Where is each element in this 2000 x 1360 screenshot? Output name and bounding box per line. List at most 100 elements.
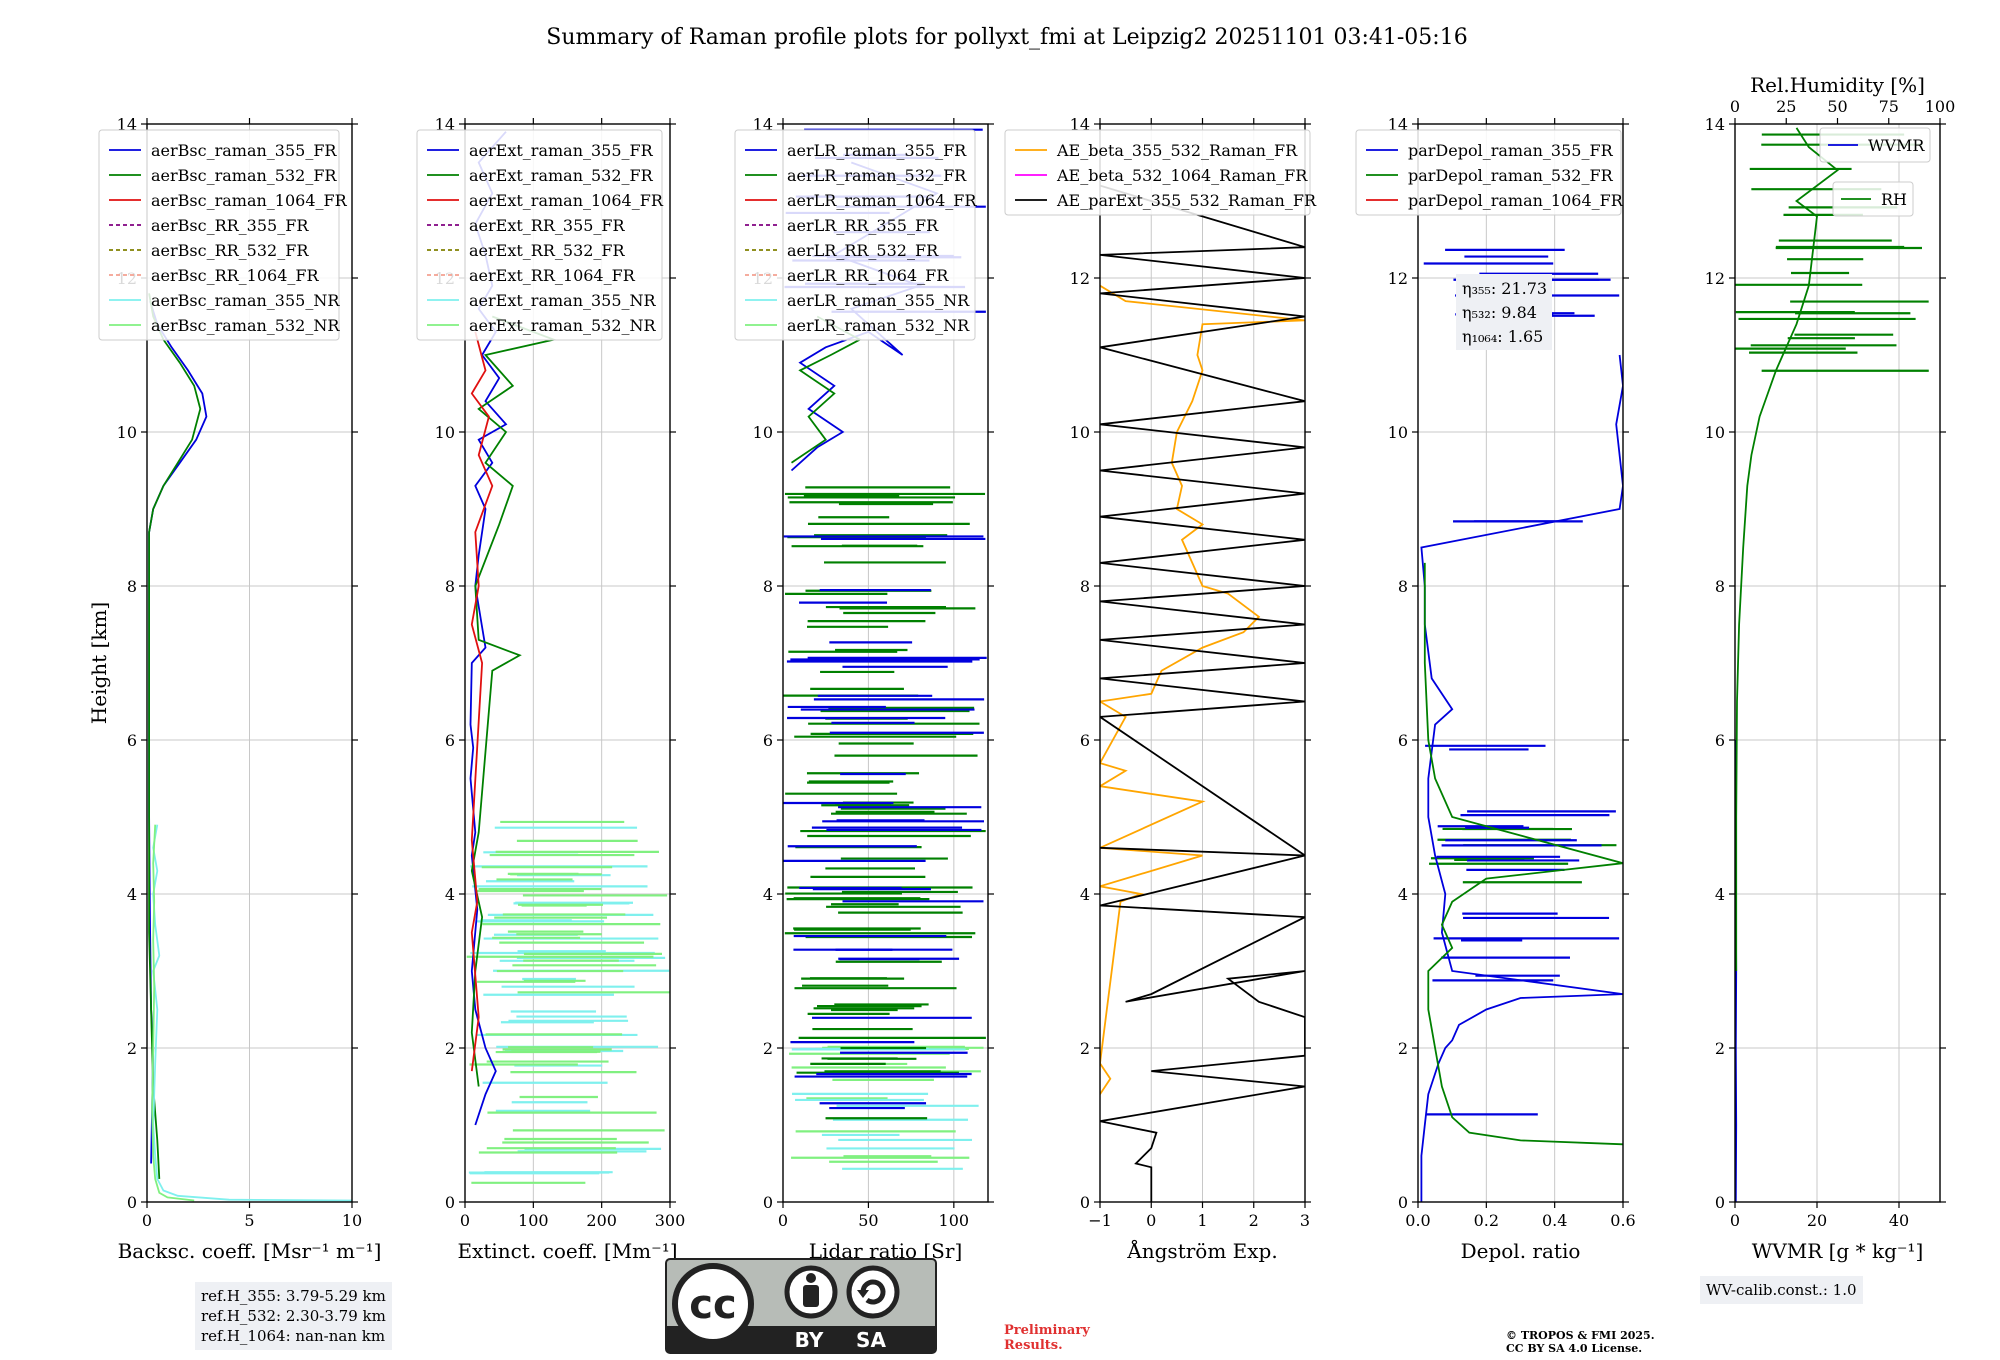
- tick-label-y: 6: [1715, 731, 1725, 750]
- legend-box: [734, 129, 976, 341]
- tick-label-x: 100: [939, 1211, 970, 1230]
- tick-label-y: 0: [1715, 1193, 1725, 1212]
- tick-label-x: 0.2: [1474, 1211, 1499, 1230]
- plot-area-wv: [1735, 127, 1929, 1202]
- tick-label-x: 100: [518, 1211, 549, 1230]
- plot-area-ae: [1100, 184, 1305, 1202]
- tick-label-x: 3: [1300, 1211, 1310, 1230]
- figure-title: Summary of Raman profile plots for polly…: [546, 25, 1467, 50]
- tick-label-x: 2: [1249, 1211, 1259, 1230]
- copyright-line-1: © TROPOS & FMI 2025.: [1506, 1329, 1655, 1342]
- legend-entry: aerExt_raman_355_FR: [469, 141, 654, 160]
- legend-entry: aerBsc_RR_1064_FR: [151, 266, 320, 285]
- tick-label-y: 14: [1705, 115, 1725, 134]
- legend-entry: aerBsc_raman_355_NR: [151, 291, 340, 310]
- tick-label-y: 6: [1398, 731, 1408, 750]
- eta-annotation-line: η₃₅₅: 21.73: [1462, 279, 1547, 298]
- tick-label-x: 0.0: [1405, 1211, 1430, 1230]
- ref-height-355: ref.H_355: 3.79-5.29 km: [201, 1287, 386, 1305]
- axis-label-y: Height [km]: [87, 602, 111, 724]
- legend-entry: aerBsc_raman_532_FR: [151, 166, 337, 185]
- tick-label-y: 4: [1080, 885, 1090, 904]
- tick-label-y: 0: [763, 1193, 773, 1212]
- panel-bsc: 051002468101214Backsc. coeff. [Msr⁻¹ m⁻¹…: [87, 115, 381, 1263]
- tick-label-y: 0: [445, 1193, 455, 1212]
- tick-label-y: 6: [763, 731, 773, 750]
- axis-label-x: Depol. ratio: [1461, 1239, 1581, 1263]
- legend-entry: AE_beta_532_1064_Raman_FR: [1056, 166, 1308, 185]
- tick-label-x: 5: [244, 1211, 254, 1230]
- tick-label-y: 14: [1070, 115, 1090, 134]
- series-RH: [1735, 127, 1839, 971]
- tick-label-x: 0: [142, 1211, 152, 1230]
- tick-label-y: 4: [127, 885, 137, 904]
- tick-label-y: 4: [1715, 885, 1725, 904]
- tick-label-y: 8: [763, 577, 773, 596]
- legend-entry: aerBsc_RR_355_FR: [151, 216, 309, 235]
- legend-entry: parDepol_raman_355_FR: [1408, 141, 1614, 160]
- tick-label-x: 1: [1197, 1211, 1207, 1230]
- legend-entry: aerLR_RR_355_FR: [787, 216, 939, 235]
- tick-label-x: 0: [1730, 1211, 1740, 1230]
- axes-frame: [146, 123, 353, 1203]
- tick-label-x: 200: [586, 1211, 617, 1230]
- tick-label-y: 14: [1388, 115, 1408, 134]
- axis-label-x: WVMR [g * kg⁻¹]: [1752, 1239, 1924, 1263]
- tick-label-x: 50: [858, 1211, 878, 1230]
- tick-label-top: 25: [1776, 97, 1796, 116]
- wv-calib-text: WV-calib.const.: 1.0: [1706, 1281, 1857, 1299]
- tick-label-x: 300: [655, 1211, 686, 1230]
- axis-label-top: Rel.Humidity [%]: [1750, 73, 1925, 97]
- axis-label-x: Ångström Exp.: [1126, 1238, 1277, 1263]
- tick-label-top: 75: [1879, 97, 1899, 116]
- panel-lr: 05010002468101214Lidar ratio [Sr]aerLR_r…: [734, 115, 994, 1263]
- legend-entry: aerBsc_raman_532_NR: [151, 316, 340, 335]
- tick-label-y: 0: [1080, 1193, 1090, 1212]
- tick-label-y: 6: [1080, 731, 1090, 750]
- eta-annotation-line: η₁₀₆₄: 1.65: [1462, 327, 1543, 346]
- series-aerBsc_raman_355_NR: [152, 824, 352, 1202]
- tick-label-x: 0.6: [1610, 1211, 1635, 1230]
- legend-entry: aerBsc_raman_1064_FR: [151, 191, 348, 210]
- copyright-note: © TROPOS & FMI 2025. CC BY SA 4.0 Licens…: [1506, 1329, 1655, 1355]
- tick-label-y: 2: [1715, 1039, 1725, 1058]
- by-attribution-icon: [784, 1265, 838, 1319]
- tick-label-y: 8: [1715, 577, 1725, 596]
- axis-label-x: Backsc. coeff. [Msr⁻¹ m⁻¹]: [118, 1239, 382, 1263]
- legend-box: [1355, 129, 1622, 216]
- axes-frame: [1734, 123, 1941, 1203]
- sa-label: SA: [856, 1328, 886, 1352]
- tick-label-top: 50: [1827, 97, 1847, 116]
- preliminary-line-2: Results.: [1004, 1338, 1063, 1353]
- tick-label-y: 2: [763, 1039, 773, 1058]
- tick-label-y: 6: [127, 731, 137, 750]
- axes-frame: [1099, 123, 1306, 1203]
- legend-box: [416, 129, 663, 341]
- eta-annotation-box: [1456, 274, 1552, 350]
- plot-area-bsc: [148, 293, 352, 1202]
- legend-entry: parDepol_raman_1064_FR: [1408, 191, 1624, 210]
- legend-entry: RH: [1881, 190, 1907, 209]
- legend-box: [1832, 181, 1914, 217]
- tick-label-x: −1: [1088, 1211, 1112, 1230]
- tick-label-y: 4: [763, 885, 773, 904]
- tick-label-y: 8: [445, 577, 455, 596]
- tick-label-y: 14: [753, 115, 773, 134]
- tick-label-x: 20: [1807, 1211, 1827, 1230]
- tick-label-y: 14: [117, 115, 137, 134]
- tick-label-x: 0: [460, 1211, 470, 1230]
- tick-label-x: 10: [342, 1211, 362, 1230]
- series-aerBsc_raman_532_NR: [151, 824, 195, 1202]
- axes-frame: [1417, 123, 1624, 1203]
- tick-label-y: 2: [127, 1039, 137, 1058]
- axes-frame: [464, 123, 671, 1203]
- tick-label-y: 10: [753, 423, 773, 442]
- legend-entry: aerLR_raman_532_FR: [787, 166, 967, 185]
- tick-label-y: 4: [445, 885, 455, 904]
- legend-entry: WVMR: [1868, 136, 1925, 155]
- tick-label-y: 12: [1388, 269, 1408, 288]
- series-AE_beta_355_532_Raman_FR: [1100, 284, 1305, 1095]
- series-AE_parExt_355_532_Raman_FR: [1100, 184, 1305, 1202]
- tick-label-y: 0: [127, 1193, 137, 1212]
